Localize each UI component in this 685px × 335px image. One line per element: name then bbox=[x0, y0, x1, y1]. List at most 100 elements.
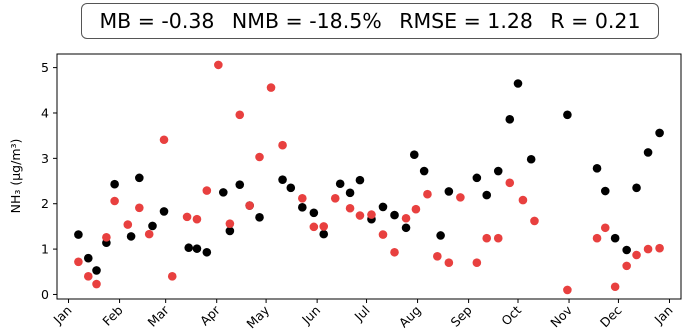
observed-point bbox=[409, 150, 419, 160]
observed-point bbox=[592, 164, 602, 173]
modeled-point bbox=[330, 193, 340, 203]
mb-stat: MB = -0.38 bbox=[99, 9, 215, 33]
observed-point bbox=[505, 115, 515, 124]
modeled-point bbox=[433, 252, 442, 261]
modeled-point bbox=[182, 212, 192, 222]
observed-point bbox=[513, 79, 523, 88]
modeled-point bbox=[214, 60, 223, 70]
modeled-point bbox=[530, 216, 539, 226]
modeled-point bbox=[444, 258, 454, 268]
modeled-point bbox=[482, 233, 492, 243]
observed-point bbox=[235, 180, 245, 189]
observed-point bbox=[83, 253, 93, 263]
modeled-point bbox=[355, 211, 365, 220]
modeled-point bbox=[83, 272, 93, 281]
modeled-point bbox=[144, 229, 154, 239]
modeled-point bbox=[266, 83, 276, 92]
x-tick-label: May bbox=[243, 302, 272, 331]
modeled-point bbox=[643, 244, 653, 254]
nmb-stat: NMB = -18.5% bbox=[231, 9, 382, 33]
observed-point bbox=[444, 187, 454, 196]
modeled-point bbox=[367, 210, 376, 219]
observed-point bbox=[335, 179, 345, 189]
modeled-point bbox=[632, 250, 641, 260]
x-tick-label: Jul bbox=[351, 303, 373, 325]
modeled-point bbox=[505, 178, 515, 188]
y-tick-label: 1 bbox=[41, 242, 49, 257]
modeled-point bbox=[278, 140, 287, 150]
observed-point bbox=[225, 226, 235, 236]
observed-point bbox=[526, 154, 536, 164]
observed-point bbox=[74, 230, 83, 239]
observed-point bbox=[148, 221, 157, 231]
modeled-point bbox=[378, 230, 388, 239]
observed-point bbox=[218, 188, 228, 197]
x-tick-label: Feb bbox=[99, 302, 125, 328]
y-tick-label: 3 bbox=[41, 151, 49, 166]
x-tick-label: Jan bbox=[50, 303, 75, 328]
observed-point bbox=[126, 232, 136, 241]
y-axis-label: NH₃ (μg/m³) bbox=[8, 139, 23, 214]
observed-point bbox=[278, 175, 287, 184]
observed-point bbox=[472, 173, 482, 183]
modeled-point bbox=[345, 203, 355, 213]
modeled-point bbox=[493, 233, 503, 243]
observed-point bbox=[110, 179, 119, 189]
observed-point bbox=[419, 166, 429, 176]
observed-point bbox=[482, 190, 492, 200]
observed-point bbox=[436, 231, 445, 240]
x-tick-label: Dec bbox=[597, 302, 625, 330]
modeled-point bbox=[390, 247, 399, 257]
y-axis: 0 1 2 3 4 5 bbox=[41, 60, 57, 302]
plot-frame bbox=[56, 53, 682, 300]
modeled-point bbox=[110, 196, 119, 206]
modeled-point bbox=[192, 214, 202, 224]
x-tick-label: Jun bbox=[298, 303, 323, 328]
rmse-stat: RMSE = 1.28 bbox=[399, 9, 533, 33]
observed-point bbox=[643, 148, 653, 157]
x-tick-label: Sep bbox=[447, 302, 474, 329]
y-tick-label: 2 bbox=[41, 196, 49, 211]
modeled-point bbox=[245, 201, 254, 210]
modeled-point bbox=[167, 272, 177, 281]
observed-point bbox=[600, 186, 610, 196]
observed-point bbox=[255, 213, 264, 222]
modeled-point bbox=[92, 279, 101, 289]
observed-point bbox=[345, 188, 355, 198]
observed-point bbox=[319, 229, 329, 239]
modeled-point bbox=[592, 233, 602, 243]
modeled-point bbox=[202, 186, 212, 195]
modeled-point bbox=[563, 285, 572, 295]
modeled-point bbox=[401, 213, 411, 223]
observed-point bbox=[622, 245, 631, 255]
observed-point bbox=[355, 175, 365, 185]
x-tick-label: Apr bbox=[197, 302, 224, 329]
data-points bbox=[74, 60, 664, 295]
observed-point bbox=[401, 223, 411, 233]
r-stat: R = 0.21 bbox=[550, 9, 641, 33]
modeled-point bbox=[255, 152, 264, 162]
x-tick-label: Oct bbox=[498, 302, 524, 328]
modeled-point bbox=[309, 222, 319, 232]
observed-point bbox=[563, 110, 572, 120]
modeled-point bbox=[411, 204, 421, 214]
modeled-point bbox=[622, 261, 631, 271]
stats-box: MB = -0.38 NMB = -18.5% RMSE = 1.28 R = … bbox=[81, 3, 659, 39]
observed-point bbox=[632, 183, 641, 193]
modeled-point bbox=[319, 222, 329, 231]
modeled-point bbox=[123, 220, 133, 229]
y-tick-label: 5 bbox=[41, 60, 49, 75]
observed-point bbox=[390, 210, 399, 220]
modeled-point bbox=[298, 193, 307, 203]
observed-point bbox=[192, 244, 202, 253]
observed-point bbox=[92, 266, 101, 275]
observed-point bbox=[286, 183, 296, 193]
observed-point bbox=[378, 202, 388, 212]
modeled-point bbox=[159, 135, 169, 145]
modeled-point bbox=[518, 195, 528, 205]
x-tick-label: Aug bbox=[396, 303, 424, 331]
observed-point bbox=[493, 166, 503, 176]
observed-point bbox=[184, 243, 194, 253]
x-tick-label: Jan bbox=[651, 303, 676, 328]
